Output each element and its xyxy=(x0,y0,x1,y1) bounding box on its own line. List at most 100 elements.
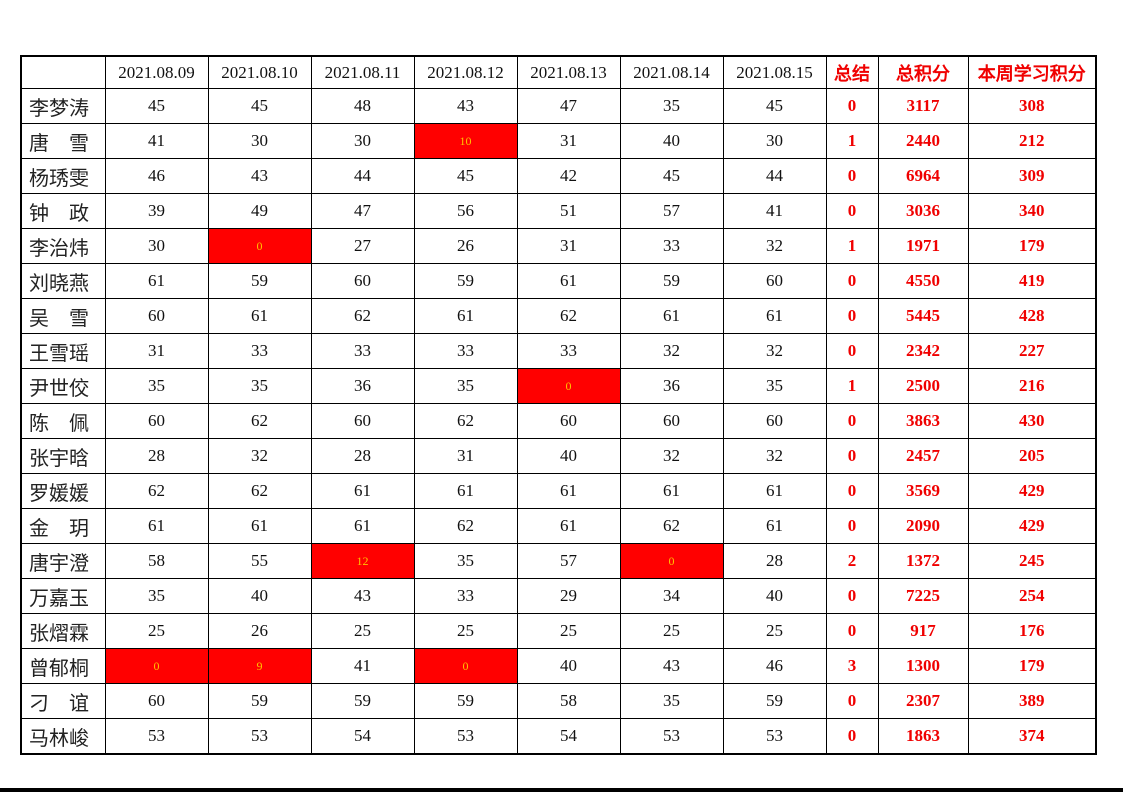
week-points-cell[interactable]: 429 xyxy=(967,473,1097,509)
total-points-cell[interactable]: 3036 xyxy=(877,193,969,229)
daily-score-cell[interactable]: 35 xyxy=(104,578,209,614)
daily-score-cell[interactable]: 28 xyxy=(722,543,827,579)
total-points-cell[interactable]: 1372 xyxy=(877,543,969,579)
student-name-cell[interactable]: 万嘉玉 xyxy=(20,578,106,614)
daily-score-cell[interactable]: 53 xyxy=(104,718,209,755)
daily-score-cell[interactable]: 33 xyxy=(516,333,621,369)
daily-score-cell[interactable]: 60 xyxy=(722,403,827,439)
total-points-cell[interactable]: 1863 xyxy=(877,718,969,755)
daily-score-cell[interactable]: 58 xyxy=(104,543,209,579)
daily-score-cell[interactable]: 32 xyxy=(619,333,724,369)
daily-score-cell[interactable]: 61 xyxy=(104,508,209,544)
daily-score-cell-alert[interactable]: 10 xyxy=(413,123,518,159)
daily-score-cell[interactable]: 31 xyxy=(104,333,209,369)
daily-score-cell[interactable]: 32 xyxy=(619,438,724,474)
total-points-cell[interactable]: 3117 xyxy=(877,88,969,124)
student-name-cell[interactable]: 尹世佼 xyxy=(20,368,106,404)
daily-score-cell[interactable]: 61 xyxy=(310,473,415,509)
daily-score-cell[interactable]: 47 xyxy=(516,88,621,124)
daily-score-cell[interactable]: 30 xyxy=(722,123,827,159)
daily-score-cell[interactable]: 25 xyxy=(104,613,209,649)
daily-score-cell[interactable]: 60 xyxy=(310,263,415,299)
student-name-cell[interactable]: 唐宇澄 xyxy=(20,543,106,579)
summary-count-cell[interactable]: 0 xyxy=(825,403,879,439)
summary-count-cell[interactable]: 0 xyxy=(825,473,879,509)
summary-count-cell[interactable]: 0 xyxy=(825,158,879,194)
daily-score-cell[interactable]: 49 xyxy=(207,193,312,229)
daily-score-cell[interactable]: 54 xyxy=(516,718,621,755)
week-points-cell[interactable]: 245 xyxy=(967,543,1097,579)
daily-score-cell[interactable]: 61 xyxy=(207,508,312,544)
daily-score-cell[interactable]: 60 xyxy=(722,263,827,299)
summary-count-cell[interactable]: 1 xyxy=(825,228,879,264)
daily-score-cell[interactable]: 54 xyxy=(310,718,415,755)
daily-score-cell[interactable]: 32 xyxy=(722,333,827,369)
daily-score-cell[interactable]: 61 xyxy=(516,508,621,544)
daily-score-cell-alert[interactable]: 9 xyxy=(207,648,312,684)
week-points-cell[interactable]: 176 xyxy=(967,613,1097,649)
student-name-cell[interactable]: 李治炜 xyxy=(20,228,106,264)
daily-score-cell[interactable]: 61 xyxy=(722,508,827,544)
daily-score-cell[interactable]: 34 xyxy=(619,578,724,614)
daily-score-cell[interactable]: 62 xyxy=(619,508,724,544)
daily-score-cell[interactable]: 60 xyxy=(310,403,415,439)
summary-count-cell[interactable]: 1 xyxy=(825,123,879,159)
daily-score-cell[interactable]: 28 xyxy=(104,438,209,474)
daily-score-cell[interactable]: 59 xyxy=(310,683,415,719)
daily-score-cell-alert[interactable]: 0 xyxy=(413,648,518,684)
daily-score-cell[interactable]: 61 xyxy=(516,473,621,509)
total-points-cell[interactable]: 5445 xyxy=(877,298,969,334)
daily-score-cell[interactable]: 59 xyxy=(207,263,312,299)
week-points-cell[interactable]: 308 xyxy=(967,88,1097,124)
daily-score-cell[interactable]: 61 xyxy=(413,473,518,509)
daily-score-cell[interactable]: 59 xyxy=(722,683,827,719)
daily-score-cell[interactable]: 32 xyxy=(722,228,827,264)
daily-score-cell[interactable]: 30 xyxy=(207,123,312,159)
column-header-date-1[interactable]: 2021.08.09 xyxy=(104,55,209,89)
daily-score-cell[interactable]: 60 xyxy=(516,403,621,439)
column-header-total-points[interactable]: 总积分 xyxy=(877,55,969,89)
daily-score-cell[interactable]: 26 xyxy=(413,228,518,264)
daily-score-cell[interactable]: 33 xyxy=(413,333,518,369)
student-name-cell[interactable]: 唐 雪 xyxy=(20,123,106,159)
daily-score-cell[interactable]: 29 xyxy=(516,578,621,614)
daily-score-cell[interactable]: 35 xyxy=(722,368,827,404)
total-points-cell[interactable]: 2307 xyxy=(877,683,969,719)
summary-count-cell[interactable]: 0 xyxy=(825,263,879,299)
total-points-cell[interactable]: 7225 xyxy=(877,578,969,614)
column-header-date-5[interactable]: 2021.08.13 xyxy=(516,55,621,89)
daily-score-cell[interactable]: 40 xyxy=(207,578,312,614)
week-points-cell[interactable]: 419 xyxy=(967,263,1097,299)
column-header-date-6[interactable]: 2021.08.14 xyxy=(619,55,724,89)
daily-score-cell[interactable]: 58 xyxy=(516,683,621,719)
daily-score-cell[interactable]: 45 xyxy=(619,158,724,194)
daily-score-cell[interactable]: 62 xyxy=(413,403,518,439)
daily-score-cell[interactable]: 43 xyxy=(413,88,518,124)
daily-score-cell[interactable]: 25 xyxy=(619,613,724,649)
student-name-cell[interactable]: 钟 政 xyxy=(20,193,106,229)
daily-score-cell[interactable]: 60 xyxy=(104,683,209,719)
daily-score-cell[interactable]: 42 xyxy=(516,158,621,194)
daily-score-cell[interactable]: 45 xyxy=(104,88,209,124)
summary-count-cell[interactable]: 0 xyxy=(825,438,879,474)
total-points-cell[interactable]: 2090 xyxy=(877,508,969,544)
daily-score-cell[interactable]: 61 xyxy=(516,263,621,299)
student-name-cell[interactable]: 刁 谊 xyxy=(20,683,106,719)
daily-score-cell[interactable]: 35 xyxy=(207,368,312,404)
daily-score-cell[interactable]: 46 xyxy=(722,648,827,684)
summary-count-cell[interactable]: 0 xyxy=(825,683,879,719)
daily-score-cell[interactable]: 62 xyxy=(207,403,312,439)
total-points-cell[interactable]: 917 xyxy=(877,613,969,649)
daily-score-cell[interactable]: 59 xyxy=(413,263,518,299)
column-header-date-4[interactable]: 2021.08.12 xyxy=(413,55,518,89)
student-name-cell[interactable]: 陈 佩 xyxy=(20,403,106,439)
week-points-cell[interactable]: 389 xyxy=(967,683,1097,719)
daily-score-cell[interactable]: 33 xyxy=(207,333,312,369)
daily-score-cell[interactable]: 35 xyxy=(619,88,724,124)
daily-score-cell[interactable]: 59 xyxy=(207,683,312,719)
daily-score-cell[interactable]: 51 xyxy=(516,193,621,229)
student-name-cell[interactable]: 王雪瑶 xyxy=(20,333,106,369)
daily-score-cell[interactable]: 35 xyxy=(413,543,518,579)
daily-score-cell[interactable]: 61 xyxy=(619,298,724,334)
daily-score-cell[interactable]: 36 xyxy=(310,368,415,404)
